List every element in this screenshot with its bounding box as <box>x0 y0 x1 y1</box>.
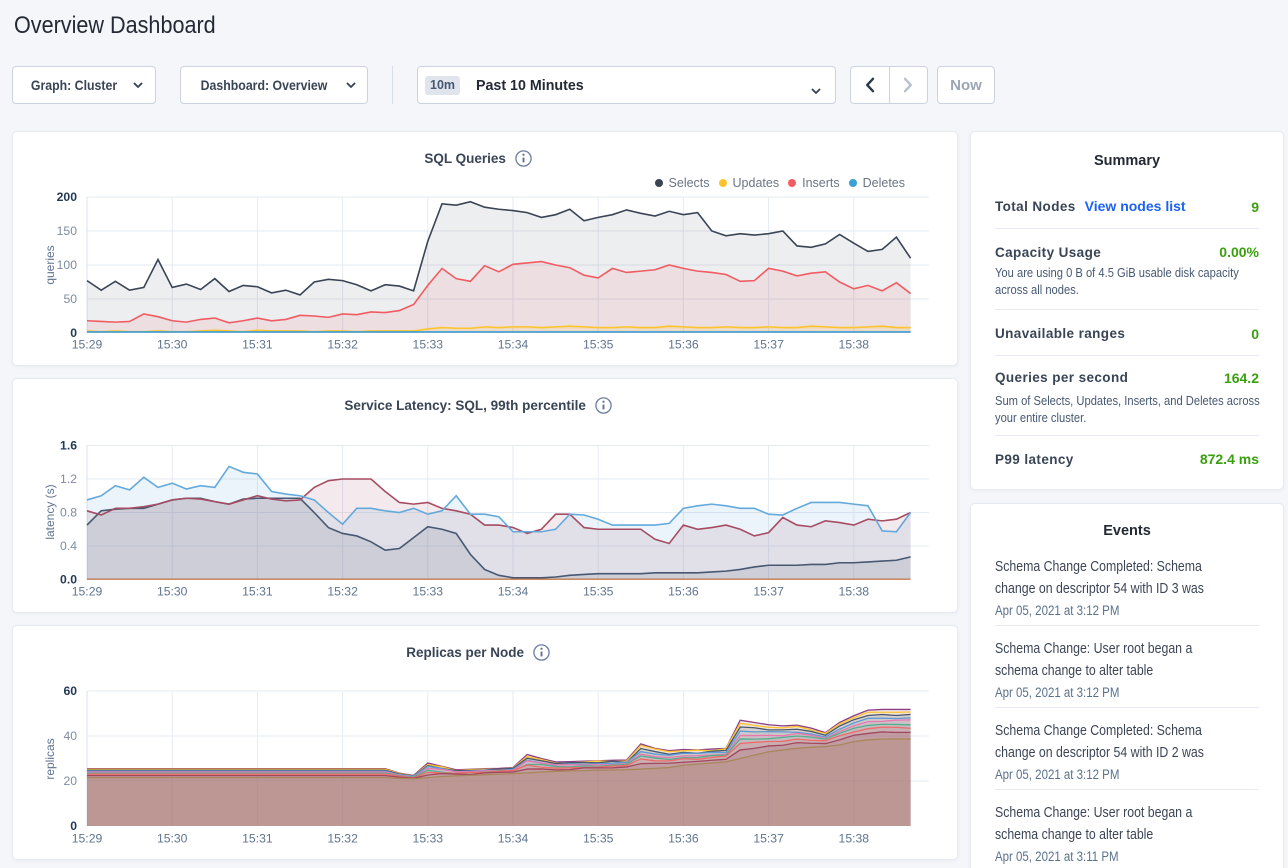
svg-text:15:29: 15:29 <box>72 338 103 352</box>
svg-text:1.2: 1.2 <box>60 472 77 486</box>
svg-text:40: 40 <box>63 729 77 743</box>
svg-text:0.4: 0.4 <box>60 539 77 553</box>
svg-text:15:35: 15:35 <box>583 585 614 599</box>
svg-text:15:34: 15:34 <box>498 338 529 352</box>
svg-text:15:34: 15:34 <box>498 585 529 599</box>
svg-text:15:36: 15:36 <box>668 585 699 599</box>
svg-text:50: 50 <box>63 292 77 306</box>
svg-text:15:36: 15:36 <box>668 832 699 846</box>
svg-text:15:30: 15:30 <box>157 585 188 599</box>
svg-text:15:37: 15:37 <box>753 585 784 599</box>
svg-text:15:33: 15:33 <box>413 832 444 846</box>
svg-text:60: 60 <box>63 684 77 698</box>
svg-text:15:29: 15:29 <box>72 832 103 846</box>
svg-text:15:32: 15:32 <box>327 585 358 599</box>
svg-text:0: 0 <box>70 819 77 833</box>
svg-text:15:30: 15:30 <box>157 832 188 846</box>
svg-text:15:31: 15:31 <box>242 585 273 599</box>
svg-text:queries: queries <box>43 245 57 284</box>
svg-text:150: 150 <box>57 224 78 238</box>
svg-text:15:38: 15:38 <box>839 338 870 352</box>
svg-text:15:30: 15:30 <box>157 338 188 352</box>
svg-text:15:33: 15:33 <box>413 338 444 352</box>
svg-text:15:35: 15:35 <box>583 338 614 352</box>
svg-text:0.0: 0.0 <box>60 573 77 587</box>
svg-text:0.8: 0.8 <box>60 506 77 520</box>
svg-text:15:38: 15:38 <box>839 832 870 846</box>
svg-text:replicas: replicas <box>43 738 57 779</box>
svg-text:15:31: 15:31 <box>242 338 273 352</box>
svg-text:15:29: 15:29 <box>72 585 103 599</box>
svg-text:15:32: 15:32 <box>327 338 358 352</box>
svg-text:15:33: 15:33 <box>413 585 444 599</box>
svg-text:0: 0 <box>70 326 77 340</box>
svg-text:15:35: 15:35 <box>583 832 614 846</box>
svg-text:1.6: 1.6 <box>60 439 77 453</box>
svg-text:200: 200 <box>57 190 78 204</box>
svg-text:15:32: 15:32 <box>327 832 358 846</box>
svg-text:15:37: 15:37 <box>753 338 784 352</box>
svg-text:100: 100 <box>57 258 78 272</box>
svg-text:15:36: 15:36 <box>668 338 699 352</box>
svg-text:15:37: 15:37 <box>753 832 784 846</box>
svg-text:15:38: 15:38 <box>839 585 870 599</box>
svg-text:latency (s): latency (s) <box>43 484 57 539</box>
svg-text:20: 20 <box>63 774 77 788</box>
svg-text:15:34: 15:34 <box>498 832 529 846</box>
svg-text:15:31: 15:31 <box>242 832 273 846</box>
